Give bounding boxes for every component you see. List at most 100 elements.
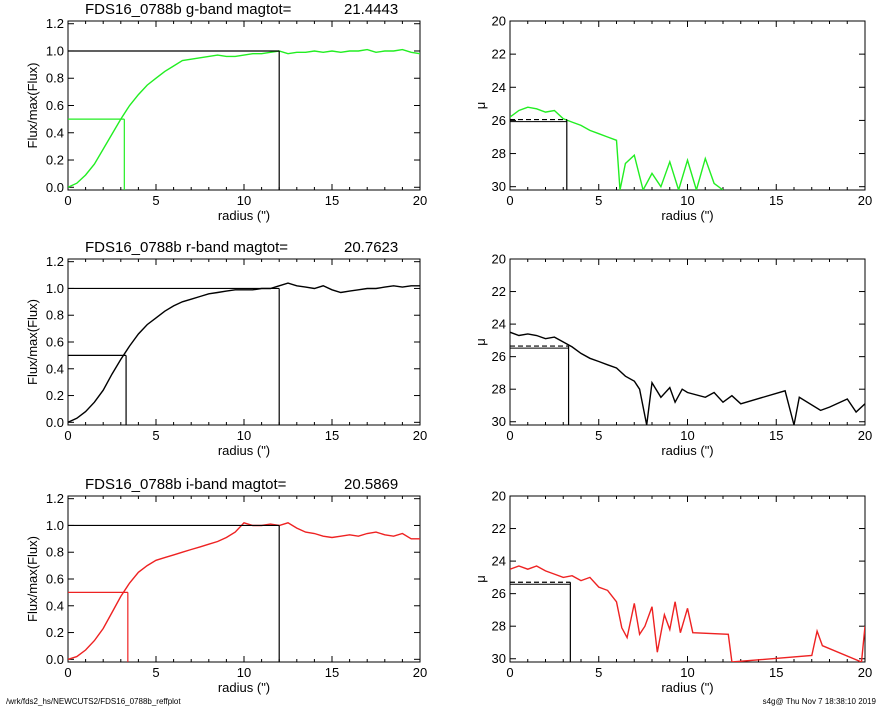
x-tick-label: 15 <box>769 428 783 443</box>
x-tick-label: 5 <box>152 193 159 208</box>
x-tick-label: 15 <box>325 193 339 208</box>
panel-2: 0 5 10 15 20 20 22 24 26 28 30 radius (") μ <box>473 14 872 224</box>
y-tick-label: 30 <box>492 179 506 194</box>
y-tick-label: 20 <box>492 489 506 504</box>
plot-frame <box>509 20 866 191</box>
y-tick-label: 0.0 <box>46 652 64 667</box>
series-line <box>510 565 865 662</box>
panel-title: FDS16_0788b r-band magtot= <box>85 239 288 256</box>
y-tick-label: 0.2 <box>46 153 64 168</box>
y-tick-label: 20 <box>492 252 506 267</box>
y-tick-label: 1.0 <box>46 43 64 58</box>
x-tick-label: 20 <box>413 428 427 443</box>
y-axis-label: Flux/max(Flux) <box>25 536 40 622</box>
footer-path: /wrk/fds2_hs/NEWCUTS2/FDS16_0788b_reffpl… <box>6 697 181 706</box>
panel-title-value: 20.5869 <box>344 476 398 493</box>
x-tick-label: 0 <box>64 193 71 208</box>
y-tick-label: 30 <box>492 414 506 429</box>
y-tick-label: 30 <box>492 651 506 666</box>
y-axis-label: μ <box>473 575 488 583</box>
y-tick-label: 28 <box>492 382 506 397</box>
y-tick-label: 28 <box>492 146 506 161</box>
x-axis-label: radius (") <box>218 443 270 458</box>
y-tick-label: 1.0 <box>46 281 64 296</box>
x-axis-label: radius (") <box>661 208 713 223</box>
y-tick-label: 0.6 <box>46 98 64 113</box>
x-tick-label: 15 <box>325 665 339 680</box>
plot-frame <box>67 258 421 426</box>
y-tick-label: 0.8 <box>46 545 64 560</box>
panel-3: 0 5 10 15 20 0.0 0.2 0.4 0.6 0.8 1.0 1.2 radius (") F… <box>25 239 427 458</box>
panel-1: 0 5 10 15 20 0.0 0.2 0.4 0.6 0.8 1.0 1.2 radius (") F… <box>25 1 427 223</box>
x-tick-label: 5 <box>595 665 602 680</box>
y-tick-label: 24 <box>492 317 506 332</box>
x-tick-label: 10 <box>680 428 694 443</box>
y-tick-label: 0.4 <box>46 361 64 376</box>
x-axis-label: radius (") <box>661 443 713 458</box>
y-tick-label: 0.8 <box>46 308 64 323</box>
plot-frame <box>509 495 866 663</box>
y-tick-label: 24 <box>492 554 506 569</box>
y-tick-label: 20 <box>492 14 506 29</box>
y-tick-label: 22 <box>492 47 506 62</box>
y-tick-label: 1.2 <box>46 491 64 506</box>
panel-title-value: 21.4443 <box>344 1 398 18</box>
footer-timestamp: s4g@ Thu Nov 7 18:38:10 2019 <box>762 697 876 706</box>
x-tick-label: 0 <box>64 665 71 680</box>
y-tick-label: 22 <box>492 521 506 536</box>
y-tick-label: 0.8 <box>46 71 64 86</box>
y-tick-label: 26 <box>492 349 506 364</box>
y-tick-label: 0.4 <box>46 598 64 613</box>
panel-4: 0 5 10 15 20 20 22 24 26 28 30 radius (") μ <box>473 252 872 459</box>
y-tick-label: 1.2 <box>46 254 64 269</box>
y-tick-label: 0.6 <box>46 572 64 587</box>
series-line <box>510 331 865 425</box>
x-tick-label: 15 <box>769 665 783 680</box>
x-axis-label: radius (") <box>218 680 270 695</box>
x-tick-label: 5 <box>595 428 602 443</box>
x-tick-label: 10 <box>237 193 251 208</box>
panel-title-value: 20.7623 <box>344 239 398 256</box>
panel-title: FDS16_0788b i-band magtot= <box>85 476 287 493</box>
x-tick-label: 15 <box>769 193 783 208</box>
x-tick-label: 20 <box>413 665 427 680</box>
panel-5: 0 5 10 15 20 0.0 0.2 0.4 0.6 0.8 1.0 1.2 radius (") F… <box>25 476 427 695</box>
x-tick-label: 10 <box>680 193 694 208</box>
plot-frame <box>67 495 421 663</box>
x-axis-label: radius (") <box>661 680 713 695</box>
y-tick-label: 26 <box>492 113 506 128</box>
x-tick-label: 5 <box>595 193 602 208</box>
panel-title: FDS16_0788b g-band magtot= <box>85 1 292 18</box>
series-line <box>510 106 724 190</box>
x-tick-label: 20 <box>858 665 872 680</box>
x-tick-label: 15 <box>325 428 339 443</box>
y-tick-label: 26 <box>492 586 506 601</box>
panel-6: 0 5 10 15 20 20 22 24 26 28 30 radius (") μ <box>473 489 872 696</box>
y-tick-label: 0.6 <box>46 335 64 350</box>
y-tick-label: 1.2 <box>46 16 64 31</box>
y-tick-label: 22 <box>492 284 506 299</box>
series-line <box>68 282 420 423</box>
x-tick-label: 5 <box>152 665 159 680</box>
x-tick-label: 5 <box>152 428 159 443</box>
x-tick-label: 10 <box>680 665 694 680</box>
y-axis-label: Flux/max(Flux) <box>25 63 40 149</box>
x-tick-label: 20 <box>858 428 872 443</box>
y-tick-label: 0.2 <box>46 388 64 403</box>
x-tick-label: 10 <box>237 665 251 680</box>
y-tick-label: 0.0 <box>46 180 64 195</box>
y-axis-label: μ <box>473 102 488 110</box>
x-tick-label: 20 <box>413 193 427 208</box>
y-axis-label: Flux/max(Flux) <box>25 299 40 385</box>
x-tick-label: 0 <box>506 665 513 680</box>
x-tick-label: 0 <box>506 428 513 443</box>
x-tick-label: 20 <box>858 193 872 208</box>
series-line <box>68 48 420 188</box>
series-line <box>68 522 420 660</box>
y-tick-label: 28 <box>492 619 506 634</box>
plot-frame <box>67 20 421 191</box>
y-tick-label: 1.0 <box>46 518 64 533</box>
y-tick-label: 24 <box>492 80 506 95</box>
y-tick-label: 0.0 <box>46 415 64 430</box>
